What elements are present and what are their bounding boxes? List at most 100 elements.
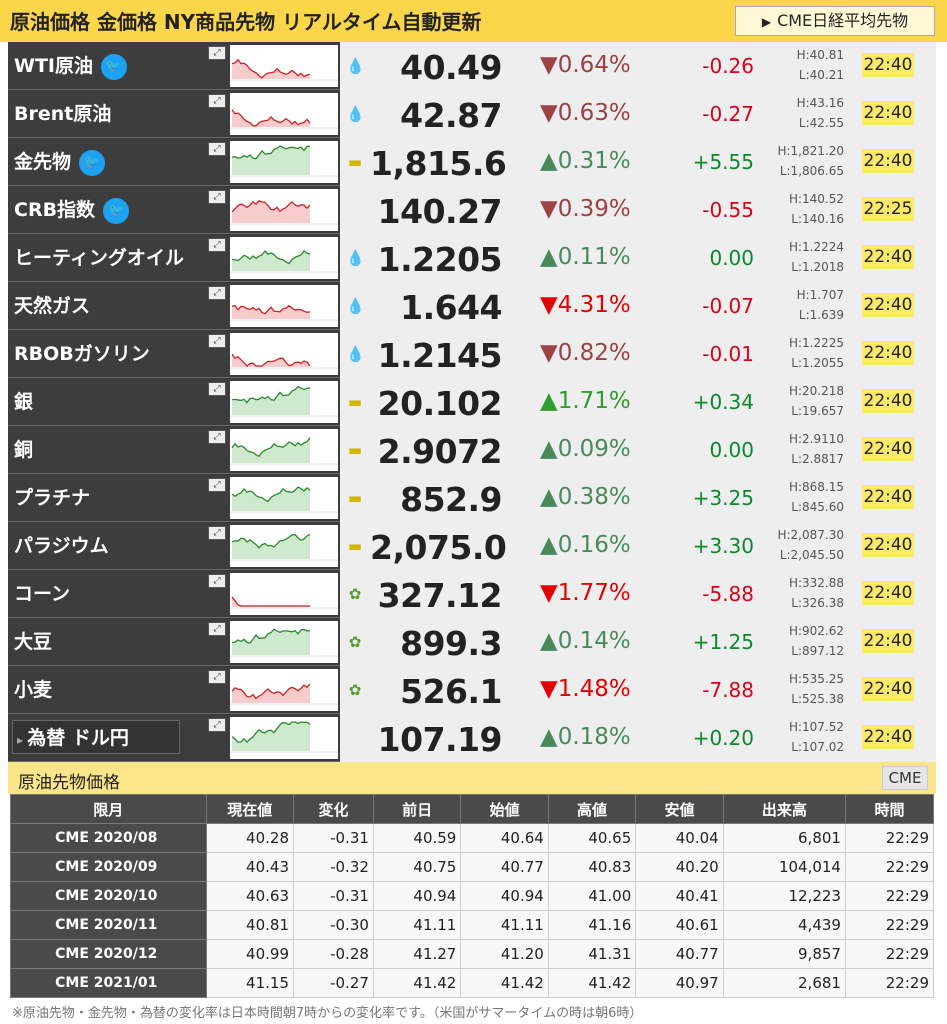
commodity-name[interactable]: 銅: [8, 426, 228, 474]
mini-chart-cell[interactable]: ⤢: [208, 378, 340, 426]
chart-expand-icon[interactable]: ⤢: [208, 334, 226, 348]
mini-chart-cell[interactable]: ⤢: [208, 42, 340, 90]
mini-chart-cell[interactable]: ⤢: [208, 282, 340, 330]
low-value: L:19.657: [791, 404, 844, 418]
high-value: H:902.62: [788, 624, 844, 638]
mini-chart[interactable]: [230, 45, 338, 87]
mini-chart[interactable]: [230, 237, 338, 279]
commodity-name[interactable]: Brent原油: [8, 90, 228, 138]
twitter-icon[interactable]: 🐦: [79, 149, 106, 176]
commodity-name[interactable]: WTI原油 🐦: [8, 42, 228, 90]
chart-expand-icon[interactable]: ⤢: [208, 526, 226, 540]
mini-chart[interactable]: [230, 189, 338, 231]
commodity-row[interactable]: ▸ 為替 ドル円 ⤢ 107.19 ▲0.18% +0.20 H:107.52 L:107.…: [8, 714, 936, 762]
mini-chart-cell[interactable]: ⤢: [208, 426, 340, 474]
mini-chart-cell[interactable]: ⤢: [208, 90, 340, 138]
commodity-name-label: Brent原油: [14, 103, 112, 125]
commodity-row[interactable]: コーン ⤢ ✿ 327.12 ▼1.77% -5.88 H:332.88 L:326.38 22…: [8, 570, 936, 618]
commodity-name[interactable]: 金先物 🐦: [8, 138, 228, 186]
mini-chart-svg: [230, 683, 338, 705]
mini-chart-cell[interactable]: ⤢: [208, 522, 340, 570]
mini-chart-cell[interactable]: ⤢: [208, 330, 340, 378]
table-row: CME 2020/10 40.63 -0.31 40.94 40.94 41.00 40.4…: [10, 881, 935, 911]
twitter-icon[interactable]: 🐦: [103, 197, 130, 224]
cme-nikkei-button[interactable]: ▶ CME日経平均先物: [735, 6, 935, 36]
net-change: -7.88: [702, 678, 754, 702]
mini-chart[interactable]: [230, 621, 338, 663]
commodity-name[interactable]: 小麦: [8, 666, 228, 714]
high-value: H:140.52: [788, 192, 844, 206]
mini-chart[interactable]: [230, 717, 338, 759]
gold-bar-icon: ▬: [347, 393, 363, 411]
net-change: -0.07: [702, 294, 754, 318]
commodity-name[interactable]: プラチナ: [8, 474, 228, 522]
mini-chart[interactable]: [230, 477, 338, 519]
mini-chart[interactable]: [230, 669, 338, 711]
net-change: -0.27: [702, 102, 754, 126]
price-value: 1.2205: [377, 240, 503, 279]
chart-expand-icon[interactable]: ⤢: [208, 142, 226, 156]
mini-chart-cell[interactable]: ⤢: [208, 474, 340, 522]
commodity-row[interactable]: ヒーティングオイル ⤢ 💧 1.2205 ▲0.11% 0.00 H:1.2224 L:1.2…: [8, 234, 936, 282]
commodity-row[interactable]: WTI原油 🐦 ⤢ 💧 40.49 ▼0.64% -0.26 H:40.81 L:40.21 22…: [8, 42, 936, 90]
net-change: +3.25: [692, 486, 754, 510]
mini-chart[interactable]: [230, 573, 338, 615]
mini-chart-cell[interactable]: ⤢: [208, 714, 340, 762]
net-change: +0.34: [692, 390, 754, 414]
mini-chart[interactable]: [230, 429, 338, 471]
mini-chart-line: [231, 385, 311, 404]
mini-chart[interactable]: [230, 93, 338, 135]
chart-expand-icon[interactable]: ⤢: [208, 94, 226, 108]
commodity-name[interactable]: RBOBガソリン: [8, 330, 228, 378]
chart-expand-icon[interactable]: ⤢: [208, 430, 226, 444]
commodity-name[interactable]: 天然ガス: [8, 282, 228, 330]
chart-expand-icon[interactable]: ⤢: [208, 190, 226, 204]
chart-expand-icon[interactable]: ⤢: [208, 670, 226, 684]
commodity-row[interactable]: 天然ガス ⤢ 💧 1.644 ▼4.31% -0.07 H:1.707 L:1.639 22:4…: [8, 282, 936, 330]
commodity-row[interactable]: CRB指数 🐦 ⤢ 140.27 ▼0.39% -0.55 H:140.52 L:140.16…: [8, 186, 936, 234]
fx-name-box[interactable]: ▸ 為替 ドル円: [12, 720, 180, 754]
commodity-name[interactable]: ヒーティングオイル: [8, 234, 228, 282]
commodity-name[interactable]: CRB指数 🐦: [8, 186, 228, 234]
commodity-row[interactable]: 銅 ⤢ ▬ 2.9072 ▲0.09% 0.00 H:2.9110 L:2.8817 22:40: [8, 426, 936, 474]
chart-expand-icon[interactable]: ⤢: [208, 574, 226, 588]
commodity-row[interactable]: プラチナ ⤢ ▬ 852.9 ▲0.38% +3.25 H:868.15 L:845.60 22…: [8, 474, 936, 522]
mini-chart-cell[interactable]: ⤢: [208, 618, 340, 666]
commodity-row[interactable]: 小麦 ⤢ ✿ 526.1 ▼1.48% -7.88 H:535.25 L:525.38 22:4…: [8, 666, 936, 714]
mini-chart[interactable]: [230, 525, 338, 567]
commodity-name[interactable]: ▸ 為替 ドル円: [8, 714, 228, 762]
twitter-icon[interactable]: 🐦: [101, 53, 127, 80]
mini-chart-cell[interactable]: ⤢: [208, 186, 340, 234]
mini-chart-cell[interactable]: ⤢: [208, 138, 340, 186]
chart-expand-icon[interactable]: ⤢: [208, 382, 226, 396]
low-value: L:1.2055: [791, 356, 844, 370]
commodity-row[interactable]: RBOBガソリン ⤢ 💧 1.2145 ▼0.82% -0.01 H:1.2225 L:1.2…: [8, 330, 936, 378]
mini-chart[interactable]: [230, 141, 338, 183]
cme-tag-button[interactable]: CME: [882, 766, 928, 790]
high-low: H:2.9110 L:2.8817: [758, 429, 844, 469]
mini-chart[interactable]: [230, 381, 338, 423]
percent-change: ▲0.18%: [540, 724, 631, 750]
commodity-name[interactable]: パラジウム: [8, 522, 228, 570]
chart-expand-icon[interactable]: ⤢: [208, 238, 226, 252]
commodity-row[interactable]: パラジウム ⤢ ▬ 2,075.0 ▲0.16% +3.30 H:2,087.30 L:2,0…: [8, 522, 936, 570]
commodity-row[interactable]: Brent原油 ⤢ 💧 42.87 ▼0.63% -0.27 H:43.16 L:42.55 2…: [8, 90, 936, 138]
chart-expand-icon[interactable]: ⤢: [208, 718, 226, 732]
commodity-row[interactable]: 金先物 🐦 ⤢ ▬ 1,815.6 ▲0.31% +5.55 H:1,821.20 L:1,80…: [8, 138, 936, 186]
commodity-name[interactable]: 大豆: [8, 618, 228, 666]
mini-chart-cell[interactable]: ⤢: [208, 666, 340, 714]
chart-expand-icon[interactable]: ⤢: [208, 622, 226, 636]
mini-chart[interactable]: [230, 333, 338, 375]
commodity-row[interactable]: 大豆 ⤢ ✿ 899.3 ▲0.14% +1.25 H:902.62 L:897.12 22:4…: [8, 618, 936, 666]
commodity-row[interactable]: 銀 ⤢ ▬ 20.102 ▲1.71% +0.34 H:20.218 L:19.657 22:4…: [8, 378, 936, 426]
commodity-name[interactable]: 銀: [8, 378, 228, 426]
mini-chart[interactable]: [230, 285, 338, 327]
commodity-name[interactable]: コーン: [8, 570, 228, 618]
high-value: H:20.218: [788, 384, 844, 398]
table-cell: 40.64: [460, 823, 549, 853]
mini-chart-cell[interactable]: ⤢: [208, 570, 340, 618]
chart-expand-icon[interactable]: ⤢: [208, 478, 226, 492]
chart-expand-icon[interactable]: ⤢: [208, 286, 226, 300]
mini-chart-cell[interactable]: ⤢: [208, 234, 340, 282]
chart-expand-icon[interactable]: ⤢: [208, 46, 226, 60]
